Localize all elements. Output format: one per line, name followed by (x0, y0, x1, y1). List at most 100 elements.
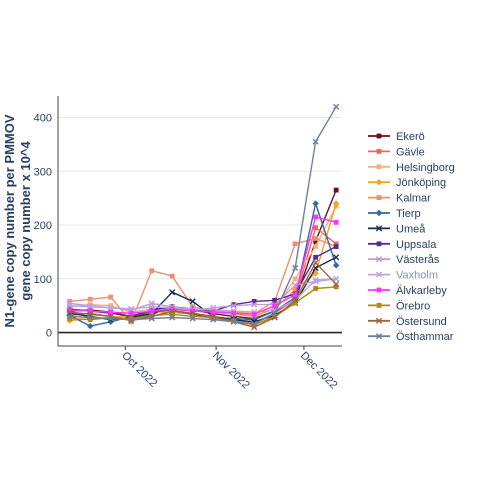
data-point (333, 244, 339, 249)
legend-label: Kalmar (396, 193, 431, 205)
series-line (69, 216, 337, 315)
data-point (312, 259, 319, 266)
y-tick-label: 400 (34, 113, 52, 125)
y-tick-label: 300 (34, 166, 52, 178)
legend-item: Jönköping (368, 177, 446, 189)
series-13 (66, 103, 340, 328)
data-point (169, 307, 176, 315)
legend-item: Vaxholm (368, 270, 438, 282)
data-point (108, 294, 114, 300)
data-point (313, 244, 319, 249)
gridlines (58, 117, 342, 334)
data-point (313, 236, 319, 241)
data-point (169, 306, 175, 312)
data-point (128, 319, 134, 325)
legend-swatch-marker (376, 195, 382, 200)
legend-swatch-marker (375, 179, 383, 186)
legend-item: Gävle (368, 146, 425, 158)
x-tick-label: Dec 2022 (298, 350, 340, 392)
data-point (312, 200, 319, 207)
data-point (292, 264, 299, 272)
legend-item: Östhammar (368, 331, 454, 343)
data-point (230, 318, 237, 325)
legend-swatch-marker (376, 287, 382, 293)
x-tick-label: Nov 2022 (210, 350, 252, 392)
data-point (272, 314, 278, 319)
data-point (292, 276, 298, 282)
data-point (312, 138, 319, 145)
legend: Ekerö Gävle Helsingborg Jönköping Kalmar Tier… (368, 131, 455, 343)
data-point (67, 307, 73, 313)
legend-label: Helsingborg (396, 162, 455, 174)
data-point (169, 289, 176, 296)
data-point (189, 315, 196, 322)
legend-item: Kalmar (368, 193, 431, 205)
data-point (231, 302, 237, 308)
data-point (169, 314, 176, 321)
data-point (313, 225, 319, 231)
data-point (169, 273, 175, 279)
data-point (148, 303, 155, 310)
data-point (87, 308, 93, 314)
legend-item: Älvkarleby (368, 285, 447, 297)
legend-label: Östersund (396, 316, 447, 328)
data-point (108, 303, 114, 309)
data-point (251, 320, 258, 328)
data-point (332, 200, 340, 207)
series-line (69, 262, 337, 328)
legend-label: Ekerö (396, 131, 425, 143)
data-point (189, 298, 196, 305)
data-point (210, 309, 216, 315)
data-point (128, 316, 134, 321)
data-point (108, 309, 114, 315)
legend-swatch-marker (376, 303, 382, 308)
data-point (148, 315, 155, 322)
legend-item: Uppsala (368, 239, 437, 251)
data-point (292, 300, 298, 306)
legend-label: Umeå (396, 223, 426, 235)
legend-label: Tierp (396, 208, 421, 220)
data-point (230, 302, 237, 309)
legend-swatch-marker (375, 333, 383, 340)
series-lines (66, 103, 340, 331)
legend-swatch-marker (375, 256, 383, 263)
data-point (313, 214, 319, 220)
series-10 (67, 214, 339, 317)
data-point (333, 187, 339, 193)
data-point (251, 311, 257, 317)
data-point (128, 310, 134, 316)
data-point (149, 268, 155, 274)
y-tick-label: 100 (34, 274, 52, 286)
data-point (312, 276, 319, 283)
x-tick-label: Oct 2022 (119, 350, 159, 390)
data-point (333, 254, 340, 261)
legend-label: Gävle (396, 146, 425, 158)
legend-swatch-marker (376, 133, 382, 139)
data-point (333, 241, 339, 247)
data-point (251, 298, 257, 304)
data-point (210, 316, 217, 323)
data-point (107, 315, 114, 322)
data-point (333, 103, 340, 110)
axis-titles: N1-gene copy number per PMMOV gene copy n… (2, 114, 33, 327)
legend-item: Helsingborg (368, 162, 455, 174)
data-point (332, 262, 340, 269)
legend-item: Västerås (368, 254, 440, 266)
legend-label: Örebro (396, 300, 430, 312)
data-point (87, 317, 93, 323)
data-point (333, 275, 340, 282)
series-line (69, 278, 337, 313)
data-point (87, 314, 94, 321)
data-point (313, 238, 319, 244)
data-point (272, 297, 278, 303)
y-tick-label: 0 (46, 328, 52, 340)
legend-label: Uppsala (396, 239, 437, 251)
data-point (67, 298, 73, 304)
data-point (333, 284, 339, 290)
data-point (107, 304, 114, 311)
data-point (169, 311, 175, 317)
legend-item: Tierp (368, 208, 421, 220)
legend-label: Östhammar (396, 331, 454, 343)
